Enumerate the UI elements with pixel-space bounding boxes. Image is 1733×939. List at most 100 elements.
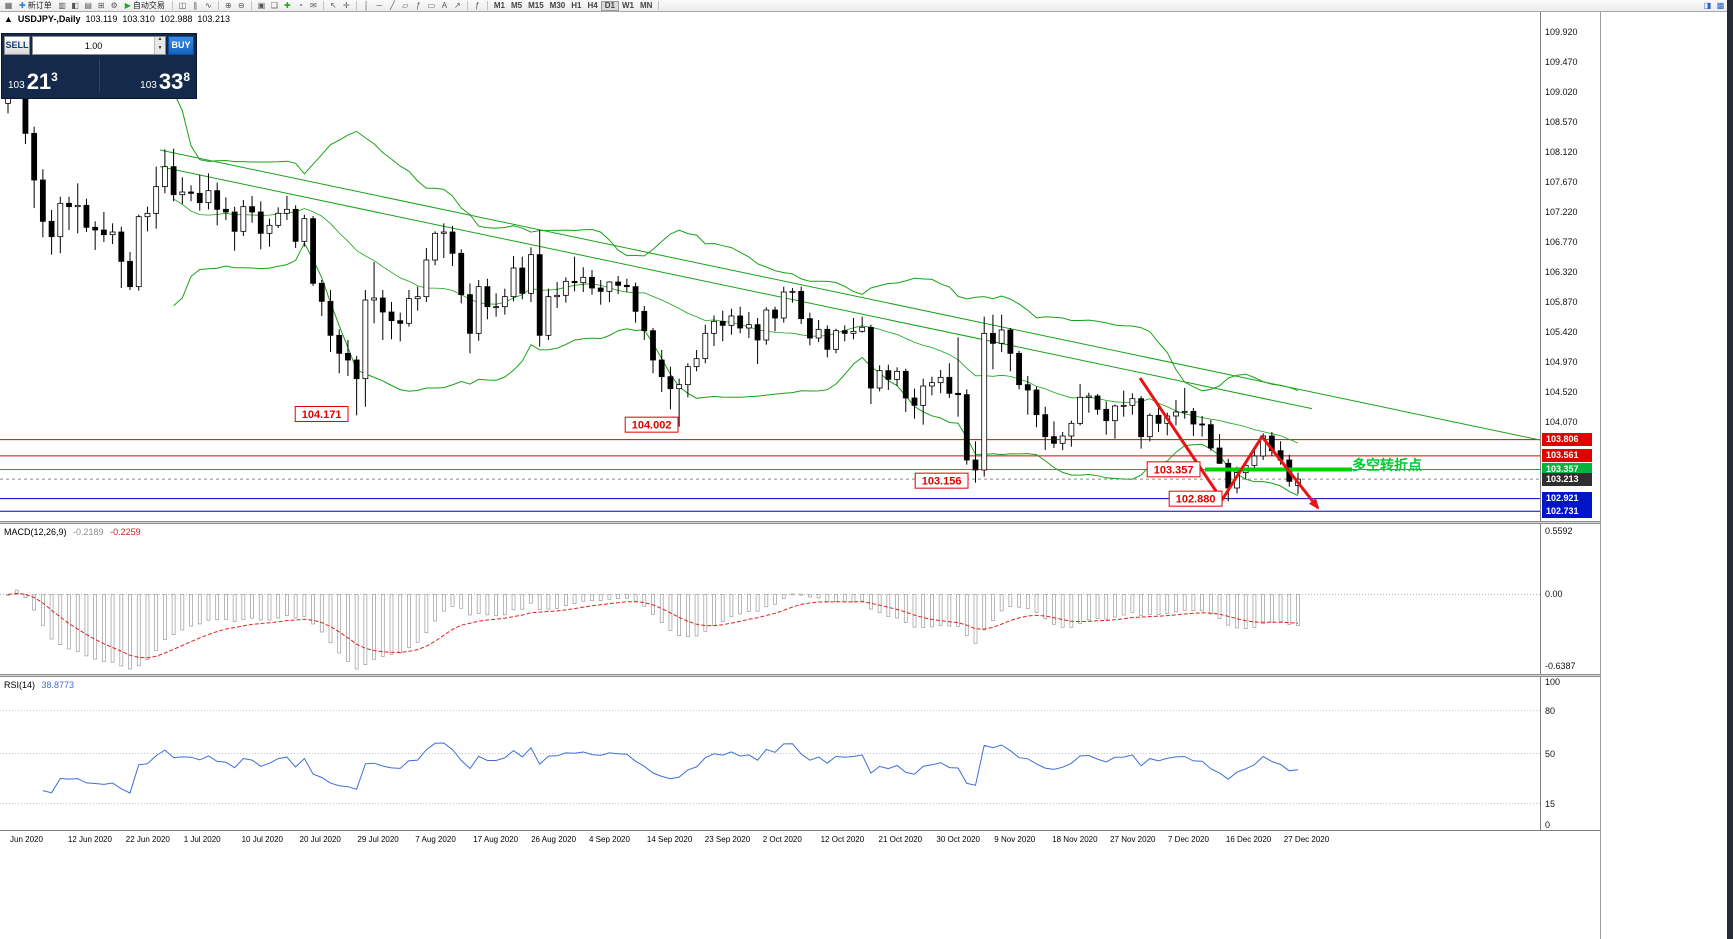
rsi-scale-value: 15 [1545,798,1556,809]
toolbar-separator [658,1,660,10]
price-tag: 102.921 [1542,492,1592,506]
add-indicator-icon[interactable]: ✚ [284,0,291,10]
text-icon[interactable]: A [441,0,448,10]
timeframe-m30-button[interactable]: M30 [549,0,566,10]
tile-windows-icon[interactable]: ▣ [257,0,266,10]
toolbar-separator [322,1,324,10]
arrow-objects-icon[interactable]: ↗ [454,0,461,10]
panel-icon[interactable]: ▩ [1716,0,1725,10]
trend-forecast-arrows[interactable] [1138,377,1320,510]
pane-separator[interactable] [0,521,1600,524]
price-annotations[interactable]: 104.171 104.002 103.156 103.357 102.880 [294,406,1223,507]
market-watch-icon[interactable]: ▥ [58,0,66,10]
indicators-icon[interactable]: ƒ [475,0,480,10]
toolbar-separator [250,1,252,10]
level-lines[interactable] [0,439,1540,512]
ohlc-close: 103.213 [197,14,230,24]
toolbar-separator [466,1,468,10]
autotrading-button[interactable]: ▶ 自动交易 [124,1,165,10]
cascade-windows-icon[interactable]: ❏ [270,0,278,10]
candles-layer [5,48,1301,502]
shapes-icon[interactable]: ▭ [427,0,436,10]
volume-up-icon[interactable]: ▲ [155,37,165,46]
price-tick: 108.570 [1545,117,1578,127]
timeframe-d1-button[interactable]: D1 [600,0,619,11]
price-tick: 107.670 [1545,177,1578,187]
macd-indicator[interactable] [0,524,1540,674]
price-scale[interactable]: 109.920 109.470 109.020 108.570 108.120 107.6… [1540,12,1600,521]
date-label: 1 Jul 2020 [183,835,221,844]
price-tick: 109.920 [1545,27,1578,37]
svg-text:103.156: 103.156 [922,476,962,488]
ask-big-figure: 103 [140,80,157,91]
line-chart-icon[interactable]: ∿ [205,0,212,10]
time-axis[interactable]: Jun 2020 12 Jun 2020 22 Jun 2020 1 Jul 2020… [0,830,1600,851]
rsi-scale-value: 80 [1545,705,1556,716]
vertical-line-icon[interactable]: │ [363,0,369,10]
horizontal-line-icon[interactable]: ─ [376,0,383,10]
timeframe-mn-button[interactable]: MN [639,0,653,10]
timeframe-m15-button[interactable]: M15 [528,0,544,10]
right-gutter [1600,12,1727,939]
trendlines[interactable] [159,149,1540,441]
bid-big-figure: 103 [8,80,25,91]
price-tick: 106.770 [1545,237,1578,247]
sell-button[interactable]: SELL [4,36,30,55]
rsi-value: 38.8773 [41,680,75,690]
strategy-tester-icon[interactable]: ⚙ [110,0,118,10]
cursor-icon[interactable]: ↖ [330,0,337,10]
data-window-icon[interactable]: ◧ [71,0,79,10]
date-label: Jun 2020 [10,835,43,844]
svg-text:103.357: 103.357 [1154,464,1194,476]
chinese-note-text[interactable]: 多空转折点 [1352,457,1422,473]
bid-price[interactable]: 103 21 3 [8,70,58,93]
bid-pipette: 3 [51,70,58,84]
rsi-scale: 100 80 50 15 0 [1540,677,1600,830]
ask-price[interactable]: 103 33 8 [140,70,190,93]
zoom-out-icon[interactable]: ⊖ [238,0,245,10]
ohlc-low: 102.988 [159,14,193,24]
buy-button[interactable]: BUY [168,36,194,55]
autotrading-icon: ▶ [124,1,131,10]
date-label: 7 Dec 2020 [1168,835,1209,844]
candlestick-chart-icon[interactable]: ◫ [178,0,187,10]
ohlc-open: 103.119 [85,14,118,24]
date-label: 4 Sep 2020 [589,835,630,844]
timeframe-m1-button[interactable]: M1 [493,0,505,10]
mail-icon[interactable]: ✉ [310,0,317,10]
new-order-button[interactable]: ✚ 新订单 [19,1,52,10]
macd-label: MACD(12,26,9) -0.2189 -0.2259 [4,527,141,537]
date-label: 22 Jun 2020 [125,835,170,844]
timeframe-h4-button[interactable]: H4 [587,0,598,10]
period-icon[interactable]: ◔ [297,0,303,10]
new-chart-icon[interactable]: ▦ [4,0,13,10]
crosshair-icon[interactable]: ✛ [343,0,350,10]
volume-down-icon[interactable]: ▼ [155,45,165,54]
timeframe-w1-button[interactable]: W1 [621,0,634,10]
price-tag: 102.731 [1542,504,1592,518]
rsi-indicator[interactable] [0,677,1540,830]
macd-signal-line [7,592,1299,659]
toolbar-separator [355,1,357,10]
bar-chart-icon[interactable]: ∥ [193,0,198,10]
terminal-icon[interactable]: ⊞ [97,0,105,10]
date-label: 12 Oct 2020 [820,835,865,844]
rsi-line [42,742,1299,794]
channel-icon[interactable]: ▱ [402,0,409,10]
symbol-direction-icon: ▲ [4,14,13,24]
pane-separator[interactable] [0,674,1600,677]
macd-histogram [6,589,1300,670]
fibonacci-icon[interactable]: ƒ [416,0,421,10]
price-tick: 104.070 [1545,417,1578,427]
navigator-icon[interactable]: ▤ [84,0,92,10]
dock-right-icon[interactable]: ◨ [1703,0,1712,10]
zoom-in-icon[interactable]: ⊕ [225,0,232,10]
volume-input[interactable] [33,37,154,54]
timeframe-h1-button[interactable]: H1 [571,0,582,10]
timeframe-m5-button[interactable]: M5 [510,0,523,10]
date-label: 14 Sep 2020 [646,835,693,844]
ohlc-high: 103.310 [122,14,155,24]
price-tick: 107.220 [1545,207,1578,217]
price-chart[interactable]: 104.171 104.002 103.156 103.357 102.880 多空转折点 [0,12,1540,521]
trendline-icon[interactable]: ╱ [389,0,395,10]
